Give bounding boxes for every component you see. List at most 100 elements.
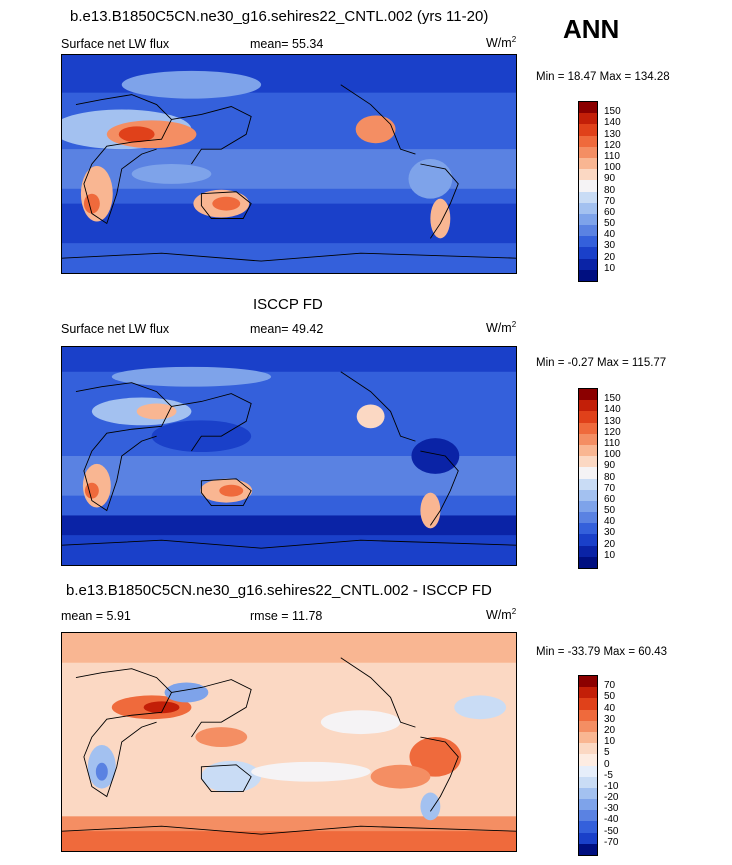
colorbar-swatch [579,799,597,811]
colorbar-tick-label: 40 [604,702,616,714]
panel-1-map [61,54,517,274]
colorbar-tick-label: 5 [604,747,610,759]
panel-2-variable: Surface net LW flux [61,322,170,336]
colorbar-tick-label: 70 [604,195,616,207]
colorbar-swatch [579,433,597,445]
colorbar-tick-label: -40 [604,814,619,826]
colorbar-swatch [579,113,597,125]
colorbar-swatch [579,754,597,766]
colorbar-tick-label: 30 [604,527,616,539]
colorbar-tick-label: 70 [604,680,616,692]
colorbar-swatch [579,534,597,546]
colorbar-swatch [579,236,597,248]
colorbar-tick-label: 100 [604,162,621,174]
colorbar-swatch [579,258,597,270]
season-label: ANN [563,14,620,44]
colorbar-swatch [579,720,597,732]
colorbar-tick-label: -10 [604,780,619,792]
panel-3-map [61,632,517,852]
colorbar-tick-label: 50 [604,218,616,230]
panel-2-map [61,346,517,566]
colorbar-swatch [579,556,597,568]
colorbar-swatch [579,225,597,237]
colorbar-tick-label: 30 [604,240,616,252]
colorbar-swatch [579,422,597,434]
colorbar-swatch [579,787,597,800]
colorbar-swatch [579,146,597,158]
colorbar-tick-label: 20 [604,538,616,550]
panel-1-mean: mean= 55.34 [250,37,324,51]
colorbar-swatch [579,467,597,479]
colorbar-tick-label: 140 [604,117,621,129]
colorbar-tick-label: 130 [604,128,621,140]
colorbar-tick-label: 150 [604,393,621,405]
colorbar-swatch [579,776,597,788]
colorbar-swatch [579,124,597,136]
colorbar-tick-label: 120 [604,426,621,438]
panel-1-title: b.e13.B1850C5CN.ne30_g16.sehires22_CNTL.… [70,8,489,25]
colorbar-tick-label: 20 [604,724,616,736]
panel-3-rmse: rmse = 11.78 [250,609,323,623]
colorbar-tick-label: 80 [604,471,616,483]
colorbar-swatch [579,500,597,513]
colorbar-tick-label: 110 [604,437,620,449]
panel-2-minmax: Min = -0.27 Max = 115.77 [536,357,667,369]
colorbar-tick-label: 40 [604,516,616,528]
colorbar-swatch [579,456,597,468]
colorbar-tick-label: 70 [604,482,616,494]
colorbar-swatch [579,269,597,281]
colorbar-swatch [579,843,597,855]
colorbar-swatch [579,821,597,833]
panel-2-title: ISCCP FD [253,296,323,313]
colorbar-swatch [579,676,597,688]
colorbar-swatch [579,191,597,203]
colorbar-tick-label: 150 [604,106,621,118]
colorbar-tick-label: -50 [604,825,619,837]
panel-3-colorbar [578,675,598,856]
colorbar-swatch [579,135,597,147]
colorbar-swatch [579,202,597,214]
colorbar-swatch [579,743,597,755]
colorbar-swatch [579,478,597,490]
panel-3-units: W/m2 [486,607,517,623]
colorbar-tick-label: 0 [604,758,610,770]
colorbar-tick-label: 10 [604,736,616,748]
panel-3-title: b.e13.B1850C5CN.ne30_g16.sehires22_CNTL.… [66,582,492,599]
panel-1-colorbar [578,101,598,282]
colorbar-swatch [579,765,597,777]
colorbar-tick-label: 50 [604,691,616,703]
colorbar-swatch [579,489,597,501]
panel-1-minmax: Min = 18.47 Max = 134.28 [536,71,670,83]
colorbar-tick-label: -70 [604,836,619,848]
colorbar-swatch [579,698,597,710]
colorbar-tick-label: 60 [604,493,616,505]
colorbar-tick-label: 50 [604,505,616,517]
colorbar-swatch [579,709,597,721]
colorbar-swatch [579,523,597,535]
colorbar-tick-label: 80 [604,184,616,196]
colorbar-tick-label: 110 [604,150,620,162]
colorbar-tick-label: 130 [604,415,621,427]
colorbar-swatch [579,247,597,259]
panel-1-units: W/m2 [486,35,517,51]
colorbar-swatch [579,687,597,699]
colorbar-swatch [579,444,597,457]
colorbar-swatch [579,102,597,114]
colorbar-swatch [579,832,597,844]
colorbar-swatch [579,400,597,412]
colorbar-tick-label: 90 [604,173,616,185]
colorbar-tick-label: -30 [604,803,619,815]
colorbar-swatch [579,389,597,401]
colorbar-swatch [579,810,597,822]
colorbar-swatch [579,545,597,557]
colorbar-tick-label: 20 [604,251,616,263]
colorbar-swatch [579,512,597,524]
colorbar-swatch [579,169,597,181]
colorbar-swatch [579,157,597,170]
colorbar-tick-label: -5 [604,769,613,781]
colorbar-tick-label: -20 [604,792,619,804]
panel-3-mean: mean = 5.91 [61,609,131,623]
colorbar-swatch [579,411,597,423]
panel-2-colorbar [578,388,598,569]
colorbar-tick-label: 60 [604,206,616,218]
